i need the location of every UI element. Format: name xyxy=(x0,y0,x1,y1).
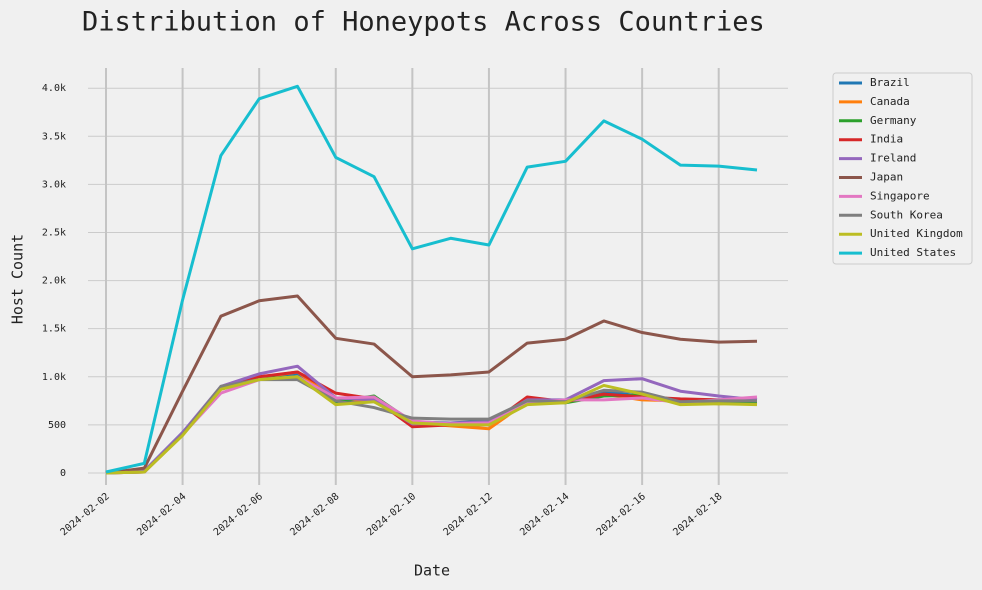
legend-label: Ireland xyxy=(870,152,916,165)
x-tick-label: 2024-02-10 xyxy=(365,491,418,538)
legend-label: India xyxy=(870,133,903,146)
legend-label: Canada xyxy=(870,95,910,108)
y-tick-label: 3.5k xyxy=(42,131,66,142)
y-tick-label: 2.5k xyxy=(42,227,66,238)
x-tick-label: 2024-02-06 xyxy=(212,491,265,538)
legend-label: Germany xyxy=(870,114,917,127)
series-line xyxy=(105,294,758,475)
x-tick-label: 2024-02-14 xyxy=(518,491,571,538)
series-line xyxy=(105,375,758,475)
series-line xyxy=(105,84,758,474)
y-tick-label: 4.0k xyxy=(42,83,66,94)
x-tick-label: 2024-02-18 xyxy=(671,491,724,538)
chart-title: Distribution of Honeypots Across Countri… xyxy=(82,7,765,38)
legend-box xyxy=(832,72,973,265)
legend-label: Singapore xyxy=(870,189,930,202)
x-tick-label: 2024-02-04 xyxy=(135,491,188,538)
legend-label: Brazil xyxy=(870,76,910,89)
legend-label: Japan xyxy=(870,171,903,184)
y-tick-label: 1.5k xyxy=(42,324,66,335)
series-line xyxy=(105,378,757,475)
x-tick-label: 2024-02-12 xyxy=(442,491,495,538)
y-axis-label: Host Count xyxy=(9,234,27,324)
y-tick-label: 2.0k xyxy=(42,276,66,287)
x-axis-label: Date xyxy=(414,562,450,580)
legend-label: United Kingdom xyxy=(870,227,963,240)
y-tick-label: 3.0k xyxy=(42,179,66,190)
legend-label: United States xyxy=(870,246,956,259)
x-tick-label: 2024-02-02 xyxy=(59,491,112,538)
x-tick-label: 2024-02-16 xyxy=(595,491,648,538)
y-tick-label: 500 xyxy=(48,420,66,431)
y-tick-label: 1.0k xyxy=(42,372,66,383)
legend-label: South Korea xyxy=(870,208,943,221)
y-tick-label: 0 xyxy=(60,468,66,479)
x-tick-label: 2024-02-08 xyxy=(288,491,341,538)
